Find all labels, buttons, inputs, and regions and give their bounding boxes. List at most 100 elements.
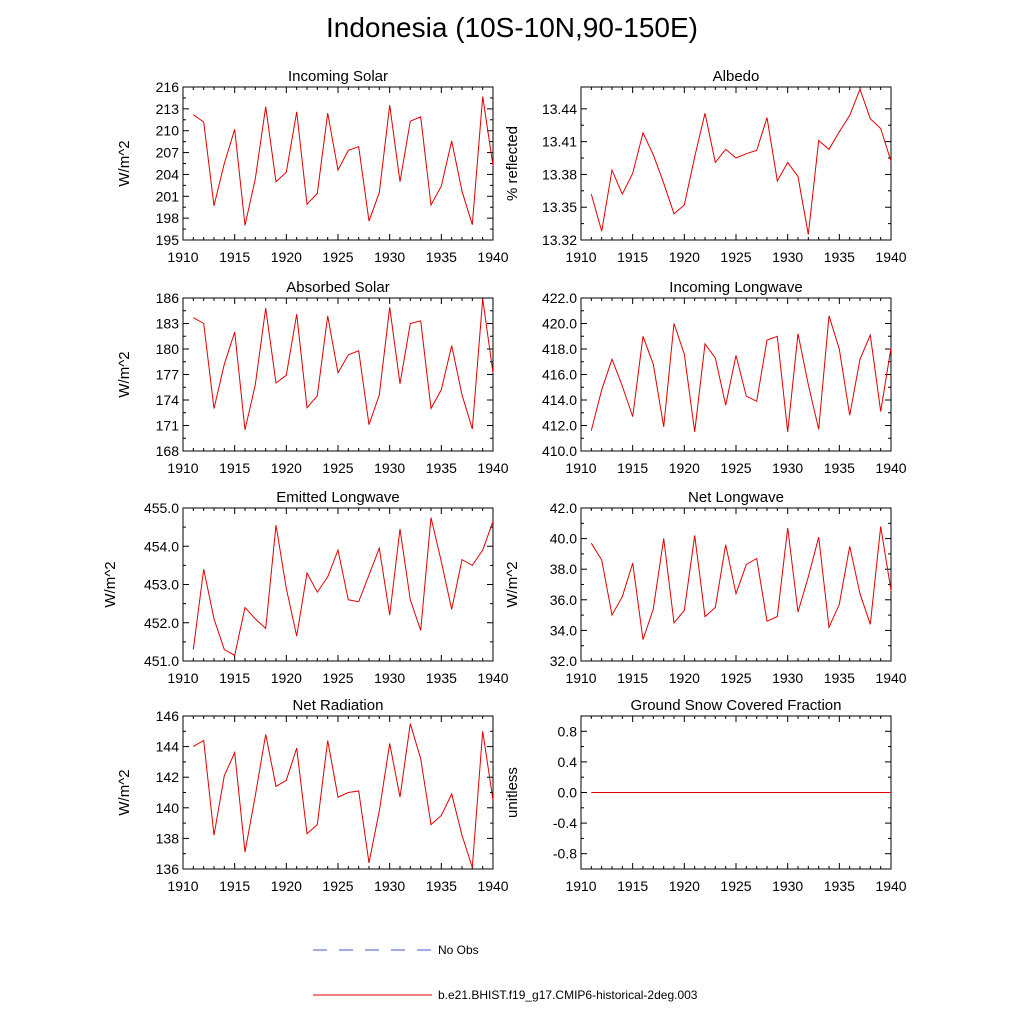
y-axis-label: W/m^2 bbox=[116, 769, 133, 815]
y-tick-label: 416.0 bbox=[542, 367, 577, 383]
y-tick-label: 420.0 bbox=[542, 316, 577, 332]
plot-frame bbox=[580, 86, 892, 241]
x-tick-label: 1915 bbox=[617, 460, 648, 476]
y-tick-label: 195 bbox=[156, 232, 180, 248]
x-tick-label: 1920 bbox=[669, 460, 700, 476]
x-tick-label: 1940 bbox=[477, 249, 508, 265]
x-tick-label: 1930 bbox=[772, 670, 803, 686]
y-tick-label: 198 bbox=[156, 210, 180, 226]
y-tick-label: 201 bbox=[156, 188, 180, 204]
y-tick-label: 0.8 bbox=[558, 723, 578, 739]
x-tick-label: 1915 bbox=[617, 878, 648, 894]
y-tick-label: 42.0 bbox=[550, 500, 577, 516]
panel-5: Emitted Longwave W/m^2 1910 1915 1920 1925 193… bbox=[102, 489, 509, 686]
x-tick-label: 1910 bbox=[565, 460, 596, 476]
x-tick-label: 1925 bbox=[322, 670, 353, 686]
y-tick-label: 34.0 bbox=[550, 622, 577, 638]
panel-4: Incoming Longwave 1910 1915 1920 1925 1930 193… bbox=[542, 279, 907, 476]
y-axis-label: % reflected bbox=[504, 126, 521, 201]
y-tick-label: 453.0 bbox=[144, 577, 179, 593]
y-tick-label: 213 bbox=[156, 101, 180, 117]
plot-frame bbox=[182, 297, 494, 452]
y-tick-label: 455.0 bbox=[144, 500, 179, 516]
x-tick-label: 1940 bbox=[875, 878, 906, 894]
series-line bbox=[590, 87, 892, 235]
y-tick-label: 142 bbox=[156, 769, 180, 785]
x-tick-label: 1910 bbox=[565, 878, 596, 894]
y-tick-label: 204 bbox=[156, 166, 180, 182]
panel-2: Albedo % reflected 1910 1915 1920 1925 1930 193… bbox=[504, 68, 907, 265]
legend-label-model: b.e21.BHIST.f19_g17.CMIP6-historical-2de… bbox=[438, 988, 698, 1002]
y-tick-label: 13.32 bbox=[542, 232, 577, 248]
x-tick-label: 1915 bbox=[617, 249, 648, 265]
y-tick-label: 454.0 bbox=[144, 538, 179, 554]
x-tick-label: 1915 bbox=[617, 670, 648, 686]
x-tick-label: 1910 bbox=[167, 249, 198, 265]
x-tick-label: 1925 bbox=[322, 460, 353, 476]
y-tick-label: 13.44 bbox=[542, 101, 577, 117]
series-line bbox=[192, 517, 494, 657]
panel-title: Net Radiation bbox=[293, 697, 384, 714]
y-tick-label: 174 bbox=[156, 392, 180, 408]
y-tick-label: 177 bbox=[156, 367, 180, 383]
y-tick-label: 171 bbox=[156, 418, 180, 434]
x-tick-label: 1920 bbox=[271, 670, 302, 686]
y-tick-label: 40.0 bbox=[550, 531, 577, 547]
x-tick-label: 1940 bbox=[477, 670, 508, 686]
x-tick-label: 1935 bbox=[824, 460, 855, 476]
y-tick-label: 451.0 bbox=[144, 653, 179, 669]
y-tick-label: 186 bbox=[156, 290, 180, 306]
y-tick-label: 0.4 bbox=[558, 754, 578, 770]
y-tick-label: 183 bbox=[156, 316, 180, 332]
x-tick-label: 1935 bbox=[824, 878, 855, 894]
y-tick-label: 216 bbox=[156, 79, 180, 95]
x-tick-label: 1920 bbox=[669, 878, 700, 894]
x-tick-label: 1925 bbox=[720, 249, 751, 265]
y-tick-label: 210 bbox=[156, 123, 180, 139]
panel-1: Incoming Solar W/m^2 1910 1915 1920 1925 1930 1… bbox=[116, 68, 509, 265]
x-tick-label: 1910 bbox=[167, 878, 198, 894]
x-tick-label: 1930 bbox=[772, 249, 803, 265]
y-tick-label: 414.0 bbox=[542, 392, 577, 408]
x-tick-label: 1930 bbox=[772, 460, 803, 476]
x-tick-label: 1930 bbox=[374, 670, 405, 686]
x-tick-label: 1940 bbox=[875, 670, 906, 686]
panel-title: Absorbed Solar bbox=[286, 279, 389, 296]
y-tick-label: 452.0 bbox=[144, 615, 179, 631]
x-tick-label: 1925 bbox=[720, 670, 751, 686]
x-tick-label: 1925 bbox=[720, 460, 751, 476]
y-axis-label: W/m^2 bbox=[504, 561, 521, 607]
x-tick-label: 1915 bbox=[219, 460, 250, 476]
y-tick-label: 180 bbox=[156, 341, 180, 357]
y-tick-label: 418.0 bbox=[542, 341, 577, 357]
series-line bbox=[193, 298, 494, 430]
y-tick-label: 146 bbox=[156, 708, 180, 724]
panel-title: Incoming Solar bbox=[288, 68, 388, 85]
y-tick-label: 13.41 bbox=[542, 134, 577, 150]
panel-title: Emitted Longwave bbox=[276, 489, 399, 506]
x-tick-label: 1935 bbox=[426, 878, 457, 894]
x-tick-label: 1920 bbox=[669, 670, 700, 686]
x-tick-label: 1925 bbox=[720, 878, 751, 894]
x-tick-label: 1930 bbox=[374, 460, 405, 476]
x-tick-label: 1915 bbox=[219, 878, 250, 894]
y-tick-label: 140 bbox=[156, 800, 180, 816]
x-tick-label: 1910 bbox=[167, 670, 198, 686]
plot-frame bbox=[580, 297, 892, 452]
x-tick-label: 1925 bbox=[322, 878, 353, 894]
y-axis-label: W/m^2 bbox=[116, 351, 133, 397]
x-tick-label: 1920 bbox=[271, 460, 302, 476]
x-tick-label: 1940 bbox=[875, 249, 906, 265]
x-tick-label: 1925 bbox=[322, 249, 353, 265]
x-tick-label: 1930 bbox=[374, 878, 405, 894]
legend-label-obs: No Obs bbox=[438, 943, 479, 957]
y-tick-label: 410.0 bbox=[542, 443, 577, 459]
legend: No Obs b.e21.BHIST.f19_g17.CMIP6-historic… bbox=[313, 943, 698, 1002]
x-tick-label: 1935 bbox=[824, 670, 855, 686]
y-tick-label: 412.0 bbox=[542, 418, 577, 434]
x-tick-label: 1935 bbox=[426, 460, 457, 476]
y-axis-label: unitless bbox=[504, 767, 521, 818]
figure-title: Indonesia (10S-10N,90-150E) bbox=[325, 12, 698, 43]
x-tick-label: 1930 bbox=[772, 878, 803, 894]
